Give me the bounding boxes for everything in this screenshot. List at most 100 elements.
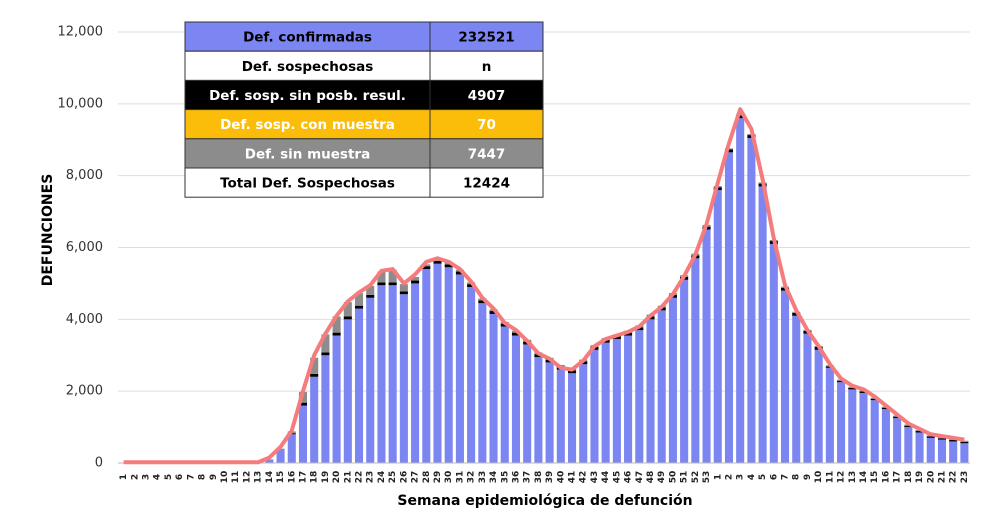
x-tick-label: 46 [624, 471, 634, 484]
table-cell [429, 167, 544, 198]
x-tick-label: 25 [388, 471, 398, 484]
bar-segment [680, 279, 689, 463]
x-tick-label: 29 [433, 471, 443, 484]
x-tick-label: 12 [837, 471, 847, 484]
bar-segment [825, 367, 834, 463]
table-label: Def. sosp. sin posb. resul. [209, 88, 406, 104]
y-tick-label: 12,000 [58, 25, 104, 40]
table-label: Def. sosp. con muestra [220, 117, 395, 133]
bar-segment [354, 308, 364, 463]
table-cell [184, 79, 431, 111]
x-tick-label: 49 [657, 471, 667, 484]
bar-segment [848, 387, 857, 390]
x-tick-label: 33 [478, 471, 488, 484]
x-tick-label: 32 [467, 471, 477, 484]
bar-segment [915, 431, 924, 433]
x-tick-label: 3 [142, 474, 152, 480]
x-tick-label: 39 [545, 471, 555, 484]
bar-segment [433, 260, 442, 264]
table-label: Total Def. Sospechosas [220, 176, 395, 192]
bar-segment [321, 355, 330, 463]
bar-segment [489, 313, 498, 463]
x-tick-label: 26 [399, 471, 409, 484]
x-tick-label: 13 [848, 471, 858, 484]
table-value: 4907 [468, 88, 506, 104]
x-tick-label: 13 [254, 471, 264, 484]
bar-segment [377, 282, 386, 286]
bar-segment [523, 344, 532, 463]
x-tick-label: 21 [343, 471, 353, 484]
bar-segment [870, 400, 879, 463]
bar-segment [893, 416, 902, 419]
bar-segment [837, 380, 846, 383]
x-tick-label: 2 [724, 474, 734, 480]
bar-segment [904, 425, 913, 428]
y-axis-title: DEFUNCIONES [40, 174, 56, 287]
bar-segment [814, 349, 823, 463]
bar-segment [960, 441, 969, 444]
bar-segment [926, 437, 935, 463]
bar-segment [904, 427, 913, 463]
bar-segment [534, 357, 543, 463]
bar-segment [467, 287, 476, 463]
table-label: Def. confirmadas [243, 30, 372, 46]
x-tick-label: 19 [321, 471, 331, 484]
x-tick-label: 9 [209, 474, 219, 480]
bar-segment [332, 332, 341, 336]
x-tick-label: 47 [635, 471, 645, 484]
bar-segment [310, 357, 319, 374]
bar-segment [949, 440, 958, 442]
y-tick-label: 0 [95, 456, 103, 471]
bar-segment [332, 316, 341, 333]
bar-segment [388, 282, 397, 286]
bar-segment [612, 336, 621, 340]
x-tick-label: 31 [455, 471, 465, 484]
bar-segment [893, 418, 902, 463]
x-tick-label: 20 [332, 471, 342, 484]
bar-segment [691, 258, 700, 463]
x-tick-label: 51 [680, 471, 690, 484]
x-tick-label: 50 [668, 471, 678, 484]
x-tick-label: 6 [175, 474, 185, 480]
y-tick-label: 6,000 [66, 240, 103, 255]
y-tick-label: 8,000 [66, 168, 103, 183]
table-label: Def. sospechosas [242, 59, 374, 75]
table-cell [429, 50, 544, 81]
bar-segment [511, 335, 521, 463]
bar-segment [567, 370, 577, 374]
bar-segment [377, 271, 386, 283]
bar-segment [343, 316, 352, 320]
x-tick-label: 4 [153, 474, 163, 480]
x-tick-label: 37 [523, 471, 533, 484]
bar-segment [624, 335, 633, 463]
bar-segment [736, 118, 745, 463]
bar-segment [780, 290, 790, 463]
table-value: n [482, 59, 492, 75]
bar-segment [366, 297, 375, 463]
summary-table: Def. confirmadas 232521 Def. sospechosas n D… [184, 21, 544, 198]
x-tick-label: 18 [310, 471, 320, 484]
x-tick-label: 43 [590, 471, 600, 484]
bar-segment [657, 310, 666, 463]
bar-segment [388, 285, 397, 463]
bar-segment [601, 342, 610, 463]
x-tick-label: 5 [164, 474, 174, 480]
bar-segment [422, 266, 431, 270]
bar-segment [624, 332, 633, 336]
table-cell [184, 109, 431, 140]
x-tick-label: 12 [242, 471, 252, 484]
bar-segment [803, 333, 812, 463]
x-tick-label: 40 [556, 471, 566, 484]
x-tick-label: 35 [500, 471, 510, 484]
bar-segment [848, 389, 857, 463]
bar-segment [758, 186, 767, 464]
bar-segment [937, 439, 947, 463]
x-tick-label: 48 [646, 471, 656, 484]
bar-segment [287, 434, 296, 463]
bar-segment [354, 305, 364, 309]
x-tick-label: 34 [489, 471, 499, 484]
x-tick-label: 3 [736, 474, 746, 480]
bar-segment [354, 293, 364, 306]
bar-segment [422, 269, 431, 463]
x-tick-label: 11 [231, 471, 241, 484]
